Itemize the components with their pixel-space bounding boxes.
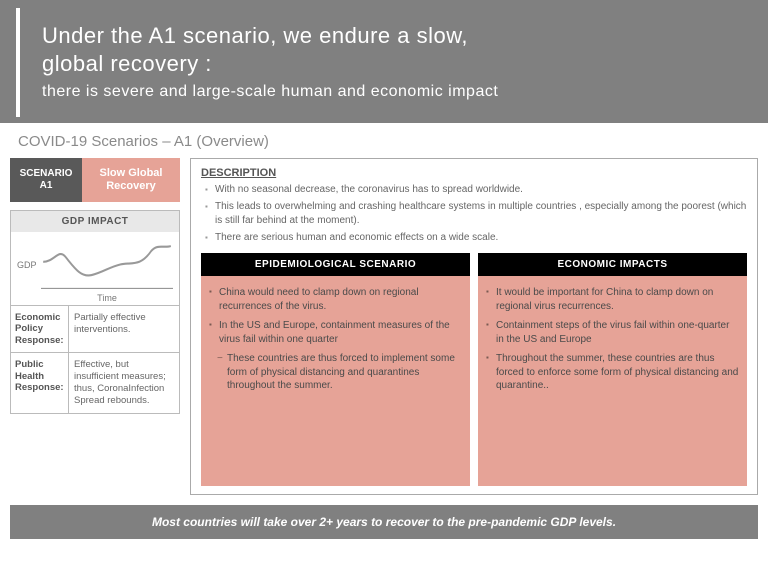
gdp-chart: GDP Time — [11, 232, 179, 306]
gdp-row-label: Economic Policy Response: — [11, 306, 69, 352]
footer: Most countries will take over 2+ years t… — [10, 505, 758, 539]
title-line2: global recovery : — [42, 51, 212, 76]
title-line1: Under the A1 scenario, we endure a slow, — [42, 23, 468, 48]
scenario-box: SCENARIOA1 Slow GlobalRecovery — [10, 158, 180, 202]
epi-head: EPIDEMIOLOGICAL SCENARIO — [201, 253, 470, 276]
gdp-row: Public Health Response:Effective, but in… — [11, 353, 179, 413]
eco-body: It would be important for China to clamp… — [478, 276, 747, 486]
gdp-y-label: GDP — [17, 238, 41, 291]
gdp-line — [43, 246, 171, 276]
column-item: Containment steps of the virus fail with… — [486, 319, 739, 346]
scenario-right-label: Slow GlobalRecovery — [82, 158, 180, 202]
header-title: Under the A1 scenario, we endure a slow,… — [42, 22, 746, 77]
gdp-panel: GDP IMPACT GDP Time Economic Policy Resp… — [10, 210, 180, 414]
column-item: It would be important for China to clamp… — [486, 286, 739, 313]
right-column: DESCRIPTION With no seasonal decrease, t… — [190, 158, 758, 495]
gdp-row-label: Public Health Response: — [11, 353, 69, 413]
gdp-row-value: Partially effective interventions. — [69, 306, 179, 352]
scenario-left-label: SCENARIOA1 — [10, 158, 82, 202]
gdp-row-value: Effective, but insufficient measures; th… — [69, 353, 179, 413]
header-wrap: Under the A1 scenario, we endure a slow,… — [0, 0, 768, 123]
description-item: With no seasonal decrease, the coronavir… — [205, 183, 747, 197]
left-column: SCENARIOA1 Slow GlobalRecovery GDP IMPAC… — [10, 158, 180, 495]
gdp-rows: Economic Policy Response:Partially effec… — [11, 306, 179, 413]
description-item: There are serious human and economic eff… — [205, 231, 747, 245]
description-title: DESCRIPTION — [201, 167, 747, 179]
column-item: China would need to clamp down on region… — [209, 286, 462, 313]
gdp-x-label: Time — [17, 293, 173, 303]
two-columns: EPIDEMIOLOGICAL SCENARIO China would nee… — [201, 253, 747, 486]
eco-column: ECONOMIC IMPACTS It would be important f… — [478, 253, 747, 486]
epi-column: EPIDEMIOLOGICAL SCENARIO China would nee… — [201, 253, 470, 486]
column-item: Throughout the summer, these countries a… — [486, 352, 739, 393]
column-item: These countries are thus forced to imple… — [209, 352, 462, 393]
epi-body: China would need to clamp down on region… — [201, 276, 470, 486]
gdp-plot — [41, 238, 173, 291]
main-content: SCENARIOA1 Slow GlobalRecovery GDP IMPAC… — [0, 158, 768, 495]
gdp-title: GDP IMPACT — [11, 211, 179, 232]
column-item: In the US and Europe, containment measur… — [209, 319, 462, 346]
gdp-row: Economic Policy Response:Partially effec… — [11, 306, 179, 353]
eco-head: ECONOMIC IMPACTS — [478, 253, 747, 276]
page-subtitle: COVID-19 Scenarios – A1 (Overview) — [0, 123, 768, 158]
description-list: With no seasonal decrease, the coronavir… — [201, 183, 747, 245]
header-subtitle: there is severe and large-scale human an… — [42, 83, 746, 101]
description-item: This leads to overwhelming and crashing … — [205, 200, 747, 228]
header: Under the A1 scenario, we endure a slow,… — [16, 8, 768, 117]
